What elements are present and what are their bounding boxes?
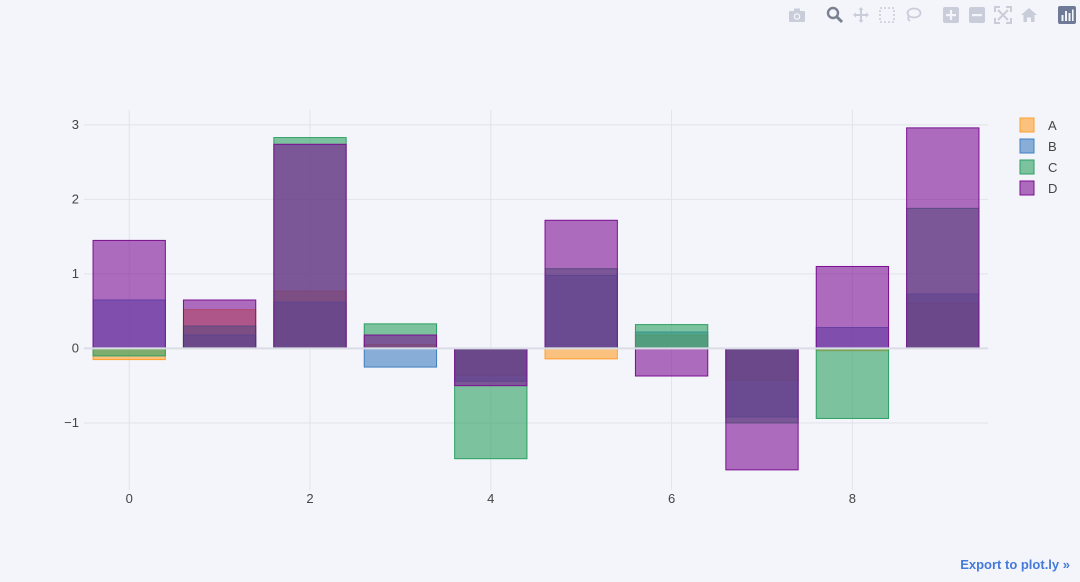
legend-item-A[interactable]: A [1019,117,1057,133]
y-tick-label: −1 [64,415,79,430]
legend-swatch [1019,180,1035,196]
y-tick-label: 0 [72,340,79,355]
reset-axes-icon[interactable] [1018,5,1040,25]
bar-D-8[interactable] [815,265,890,349]
legend-label: C [1048,160,1057,175]
x-tick-label: 8 [849,491,856,506]
zoom-icon[interactable] [824,5,846,25]
legend-label: A [1048,118,1057,133]
y-tick-label: 1 [72,266,79,281]
y-tick-label: 3 [72,117,79,132]
x-tick-label: 0 [126,491,133,506]
legend-item-B[interactable]: B [1019,138,1057,154]
pan-icon[interactable] [850,5,872,25]
legend-label: B [1048,139,1057,154]
export-to-plotly-link[interactable]: Export to plot.ly » [960,557,1070,572]
x-tick-label: 6 [668,491,675,506]
x-tick-label: 2 [306,491,313,506]
legend-swatch [1019,138,1035,154]
bar-D-7[interactable] [725,347,799,471]
legend-swatch [1019,117,1035,133]
bar-D-5[interactable] [544,219,618,349]
x-tick-label: 4 [487,491,494,506]
lasso-icon[interactable] [902,5,924,25]
y-tick-label: 2 [72,191,79,206]
legend-swatch [1019,159,1035,175]
bar-D-0[interactable] [92,239,166,349]
zoom-in-icon[interactable] [940,5,962,25]
tick-labels: −1 0 1 2 3 0 2 4 6 8 [64,117,856,506]
bar-A-5[interactable] [544,347,618,360]
plotly-logo-icon[interactable] [1056,5,1078,25]
box-select-icon[interactable] [876,5,898,25]
bar-C-6[interactable] [634,324,709,349]
bar-C-8[interactable] [815,347,890,419]
bar-D-1[interactable] [182,299,257,349]
bar-B-3[interactable] [363,347,438,368]
bar-C-0[interactable] [92,347,166,357]
camera-icon[interactable] [786,5,808,25]
bar-D-6[interactable] [634,347,709,377]
legend-item-C[interactable]: C [1019,159,1057,175]
bars [92,127,980,471]
bar-D-4[interactable] [454,347,528,387]
bar-D-3[interactable] [363,334,438,349]
zoom-out-icon[interactable] [966,5,988,25]
autoscale-icon[interactable] [992,5,1014,25]
bar-D-9[interactable] [906,127,980,349]
bar-D-2[interactable] [273,143,347,349]
legend-item-D[interactable]: D [1019,180,1057,196]
legend-label: D [1048,181,1057,196]
modebar [786,4,1080,26]
